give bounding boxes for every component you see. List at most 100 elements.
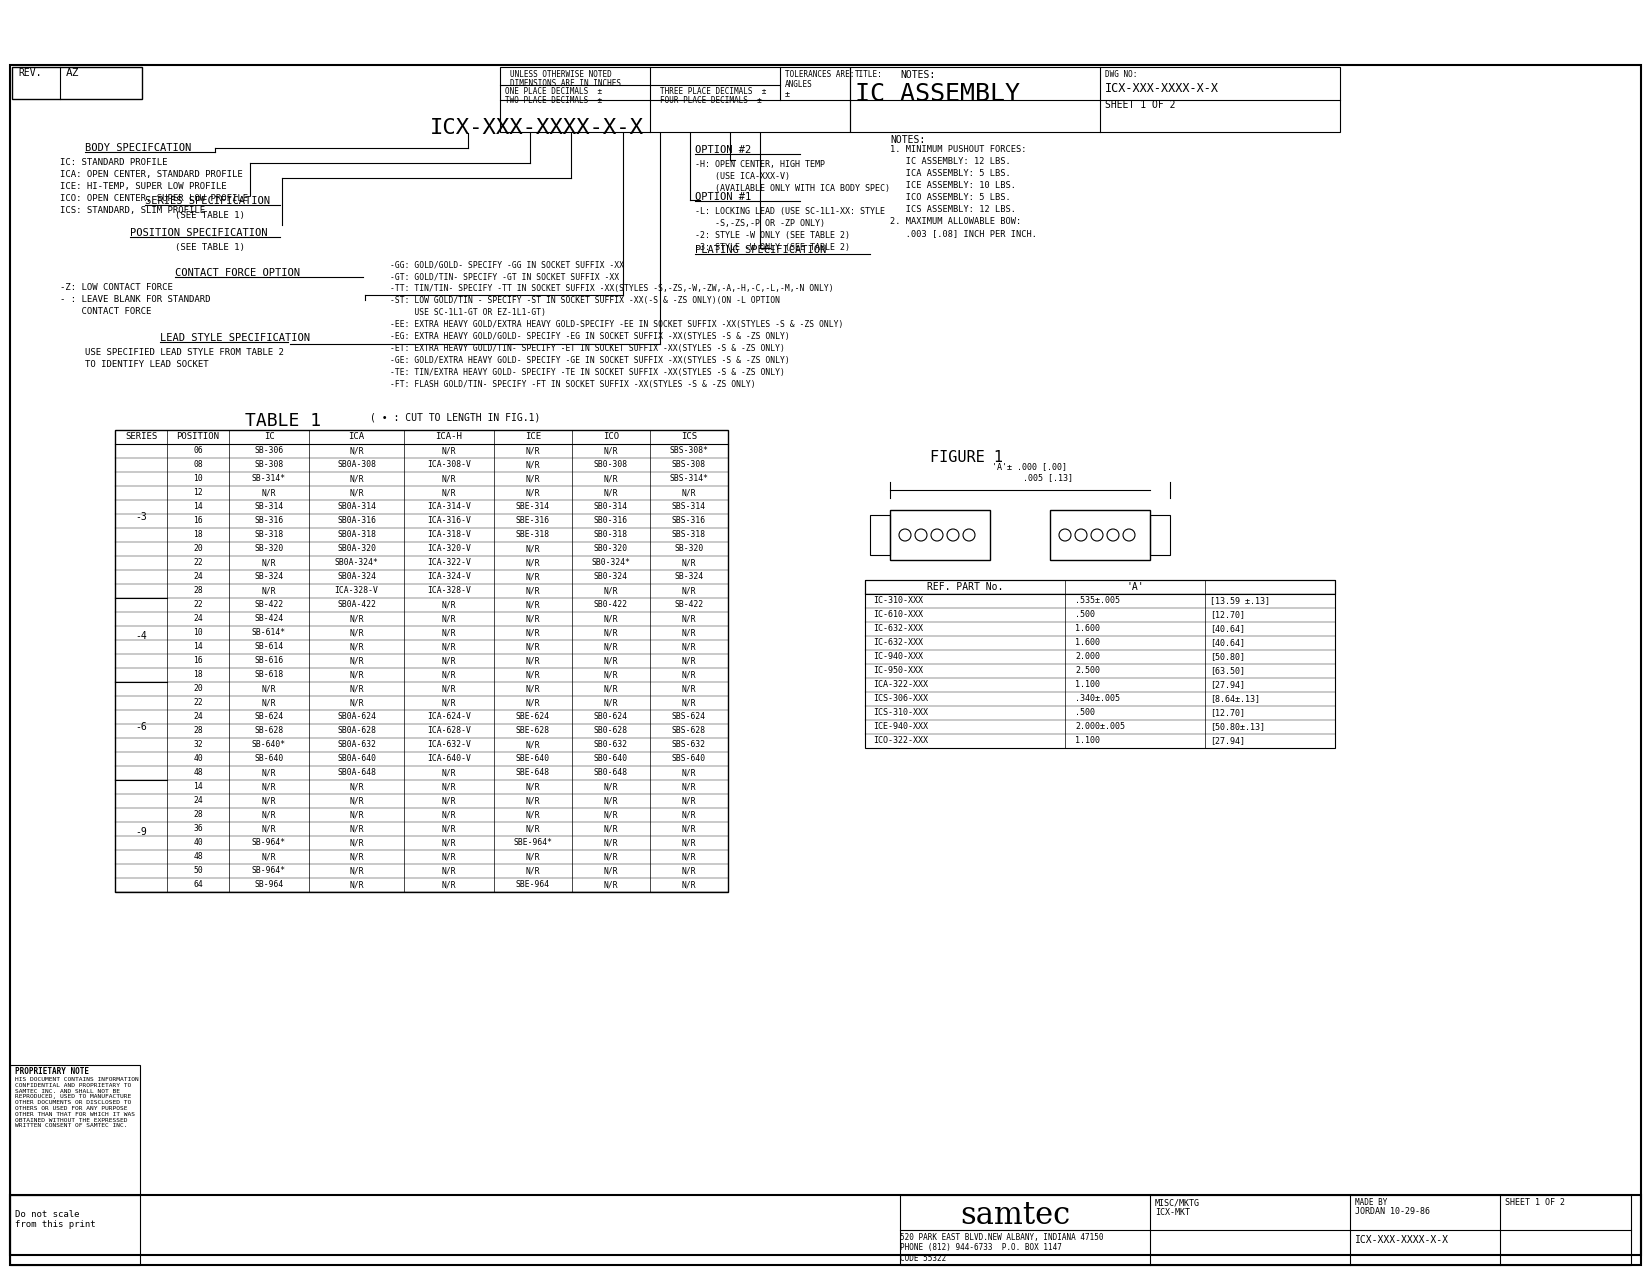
Text: ICA ASSEMBLY: 5 LBS.: ICA ASSEMBLY: 5 LBS.	[890, 170, 1010, 179]
Text: -ET: EXTRA HEAVY GOLD/TIN- SPECIFY -ET IN SOCKET SUFFIX -XX(STYLES -S & -ZS ONLY: -ET: EXTRA HEAVY GOLD/TIN- SPECIFY -ET I…	[390, 344, 784, 353]
Text: N/R: N/R	[525, 697, 540, 708]
Text: N/R: N/R	[263, 782, 276, 790]
Text: (USE ICA-XXX-V): (USE ICA-XXX-V)	[695, 172, 789, 181]
Text: 10: 10	[193, 629, 203, 638]
Text: N/R: N/R	[442, 615, 456, 623]
Text: N/R: N/R	[442, 824, 456, 833]
Text: -ST: LOW GOLD/TIN - SPECIFY -ST IN SOCKET SUFFIX -XX(-S & -ZS ONLY)(ON -L OPTION: -ST: LOW GOLD/TIN - SPECIFY -ST IN SOCKE…	[390, 296, 779, 305]
Bar	[1151, 515, 1171, 555]
Text: .500: .500	[1075, 708, 1095, 717]
Text: N/R: N/R	[604, 446, 619, 455]
Text: SB0A-624: SB0A-624	[337, 711, 376, 720]
Text: IC-310-XXX: IC-310-XXX	[873, 595, 923, 606]
Text: .500: .500	[1075, 609, 1095, 618]
Text: [27.94]: [27.94]	[1210, 736, 1245, 745]
Text: -Z: LOW CONTACT FORCE: -Z: LOW CONTACT FORCE	[59, 283, 173, 292]
Text: 2.000±.005: 2.000±.005	[1075, 722, 1124, 731]
Text: USE SPECIFIED LEAD STYLE FROM TABLE 2: USE SPECIFIED LEAD STYLE FROM TABLE 2	[84, 348, 284, 357]
Text: N/R: N/R	[263, 683, 276, 694]
Text: SBS-318: SBS-318	[672, 530, 707, 539]
Text: N/R: N/R	[263, 558, 276, 567]
Text: N/R: N/R	[525, 796, 540, 805]
Text: USE SC-1L1-GT OR EZ-1L1-GT): USE SC-1L1-GT OR EZ-1L1-GT)	[390, 309, 546, 317]
Text: IC-632-XXX: IC-632-XXX	[873, 638, 923, 646]
Text: ICA-320-V: ICA-320-V	[428, 544, 471, 553]
Text: POSITION SPECIFICATION: POSITION SPECIFICATION	[130, 228, 267, 238]
Text: 12: 12	[193, 488, 203, 497]
Text: SB0A-308: SB0A-308	[337, 460, 376, 469]
Text: 20: 20	[193, 544, 203, 553]
Text: SB-624: SB-624	[254, 711, 284, 720]
Text: 14: 14	[193, 643, 203, 652]
Bar	[10, 1195, 140, 1265]
Text: - : LEAVE BLANK FOR STANDARD: - : LEAVE BLANK FOR STANDARD	[59, 295, 210, 303]
Text: N/R: N/R	[442, 669, 456, 680]
Text: SB-324: SB-324	[674, 572, 703, 581]
Text: IC-950-XXX: IC-950-XXX	[873, 666, 923, 674]
Text: N/R: N/R	[682, 643, 697, 652]
Text: IC ASSEMBLY: IC ASSEMBLY	[855, 82, 1020, 106]
Text: [12.70]: [12.70]	[1210, 609, 1245, 618]
Text: N/R: N/R	[604, 866, 619, 875]
Text: TWO PLACE DECIMALS  ±: TWO PLACE DECIMALS ±	[505, 96, 603, 105]
Text: SBE-314: SBE-314	[515, 502, 550, 511]
Text: SB0A-640: SB0A-640	[337, 754, 376, 762]
Text: 36: 36	[193, 824, 203, 833]
Text: N/R: N/R	[682, 838, 697, 847]
Bar	[116, 430, 728, 892]
Text: N/R: N/R	[442, 852, 456, 861]
Text: 10: 10	[193, 474, 203, 483]
Text: 24: 24	[193, 711, 203, 720]
Text: MADE BY: MADE BY	[1355, 1198, 1387, 1207]
Text: N/R: N/R	[350, 474, 363, 483]
Text: SB0-640: SB0-640	[594, 754, 627, 762]
Text: N/R: N/R	[682, 586, 697, 595]
Text: N/R: N/R	[442, 601, 456, 609]
Text: SB-320: SB-320	[254, 544, 284, 553]
Text: THREE PLACE DECIMALS  ±: THREE PLACE DECIMALS ±	[660, 87, 766, 96]
Text: SB-320: SB-320	[674, 544, 703, 553]
Text: N/R: N/R	[442, 880, 456, 889]
Text: PLATING SPECIFICATION: PLATING SPECIFICATION	[695, 245, 826, 255]
Text: SHEET 1 OF 2: SHEET 1 OF 2	[1506, 1198, 1565, 1207]
Text: [27.94]: [27.94]	[1210, 680, 1245, 688]
Text: 06: 06	[193, 446, 203, 455]
Text: N/R: N/R	[682, 683, 697, 694]
Text: N/R: N/R	[604, 852, 619, 861]
Text: N/R: N/R	[525, 852, 540, 861]
Text: N/R: N/R	[604, 669, 619, 680]
Text: SB0A-318: SB0A-318	[337, 530, 376, 539]
Text: ICX-XXX-XXXX-X-X: ICX-XXX-XXXX-X-X	[1105, 82, 1218, 96]
Text: 28: 28	[193, 725, 203, 734]
Text: N/R: N/R	[442, 838, 456, 847]
Text: 18: 18	[193, 669, 203, 680]
Text: N/R: N/R	[442, 768, 456, 776]
Text: ICS ASSEMBLY: 12 LBS.: ICS ASSEMBLY: 12 LBS.	[890, 205, 1015, 214]
Bar	[1050, 510, 1151, 560]
Text: N/R: N/R	[350, 488, 363, 497]
Bar	[10, 1065, 140, 1195]
Text: N/R: N/R	[604, 488, 619, 497]
Text: N/R: N/R	[263, 796, 276, 805]
Text: 20: 20	[193, 683, 203, 694]
Text: .003 [.08] INCH PER INCH.: .003 [.08] INCH PER INCH.	[890, 230, 1037, 238]
Text: N/R: N/R	[350, 796, 363, 805]
Text: NOTES:: NOTES:	[890, 135, 925, 145]
Bar	[12, 68, 142, 99]
Text: N/R: N/R	[604, 796, 619, 805]
Text: N/R: N/R	[442, 810, 456, 819]
Text: ANGLES: ANGLES	[784, 80, 812, 89]
Text: samtec: samtec	[959, 1200, 1070, 1230]
Text: SB-316: SB-316	[254, 516, 284, 525]
Text: N/R: N/R	[442, 629, 456, 638]
Text: -GT: GOLD/TIN- SPECIFY -GT IN SOCKET SUFFIX -XX: -GT: GOLD/TIN- SPECIFY -GT IN SOCKET SUF…	[390, 272, 619, 280]
Text: N/R: N/R	[682, 796, 697, 805]
Text: -S,-ZS,-P OR -ZP ONLY): -S,-ZS,-P OR -ZP ONLY)	[695, 219, 826, 228]
Text: N/R: N/R	[604, 697, 619, 708]
Text: N/R: N/R	[525, 740, 540, 748]
Text: N/R: N/R	[682, 824, 697, 833]
Text: ICS-306-XXX: ICS-306-XXX	[873, 694, 928, 703]
Text: ICE-940-XXX: ICE-940-XXX	[873, 722, 928, 731]
Text: (SEE TABLE 1): (SEE TABLE 1)	[175, 244, 244, 252]
Text: 22: 22	[193, 601, 203, 609]
